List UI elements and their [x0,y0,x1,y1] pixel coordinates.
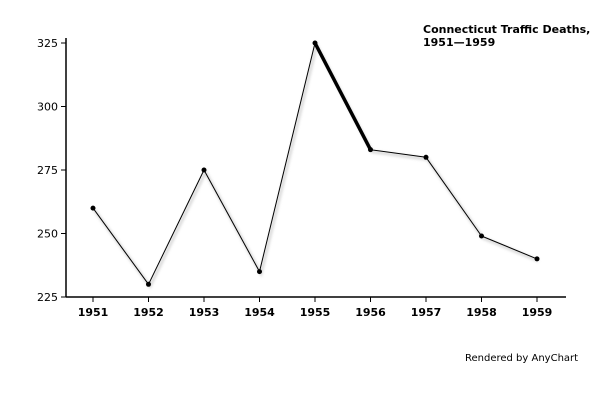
credit-text: Rendered by AnyChart [465,353,578,364]
tick-labels: 225 250 275 300 325 1951 1952 1953 1954 1955 1956 1… [37,37,552,319]
y-tick-label: 225 [37,291,58,304]
data-point [257,269,262,275]
x-tick-label: 1956 [355,306,386,319]
x-tick-label: 1952 [133,306,164,319]
series-line-path [92,42,538,285]
axes [61,38,566,302]
x-tick-label: 1954 [244,306,275,319]
x-tick-label: 1957 [411,306,442,319]
x-tick-label: 1951 [78,306,109,319]
data-point [312,40,318,46]
data-point [368,147,373,153]
x-tick-label: 1955 [300,306,331,319]
data-point [90,205,96,211]
data-point [423,154,429,160]
x-tick-label: 1959 [522,306,553,319]
data-point [479,233,484,239]
y-tick-label: 250 [37,228,58,241]
series-line-shadow [93,40,540,290]
x-tick-label: 1958 [466,306,497,319]
data-point [201,167,207,173]
line-shadow [93,40,540,290]
data-points [90,40,540,287]
series-line [92,42,538,285]
y-tick-label: 325 [37,37,58,50]
x-tick-label: 1953 [189,306,220,319]
emphasized-segment [313,42,373,151]
chart-title-line-2: 1951—1959 [423,36,495,49]
data-point [534,256,540,262]
chart-title-line-1: Connecticut Traffic Deaths, [423,23,590,36]
data-point [146,281,151,287]
y-tick-label: 275 [37,164,58,177]
chart-title: Connecticut Traffic Deaths, 1951—1959 [423,23,590,49]
y-tick-label: 300 [37,101,58,114]
